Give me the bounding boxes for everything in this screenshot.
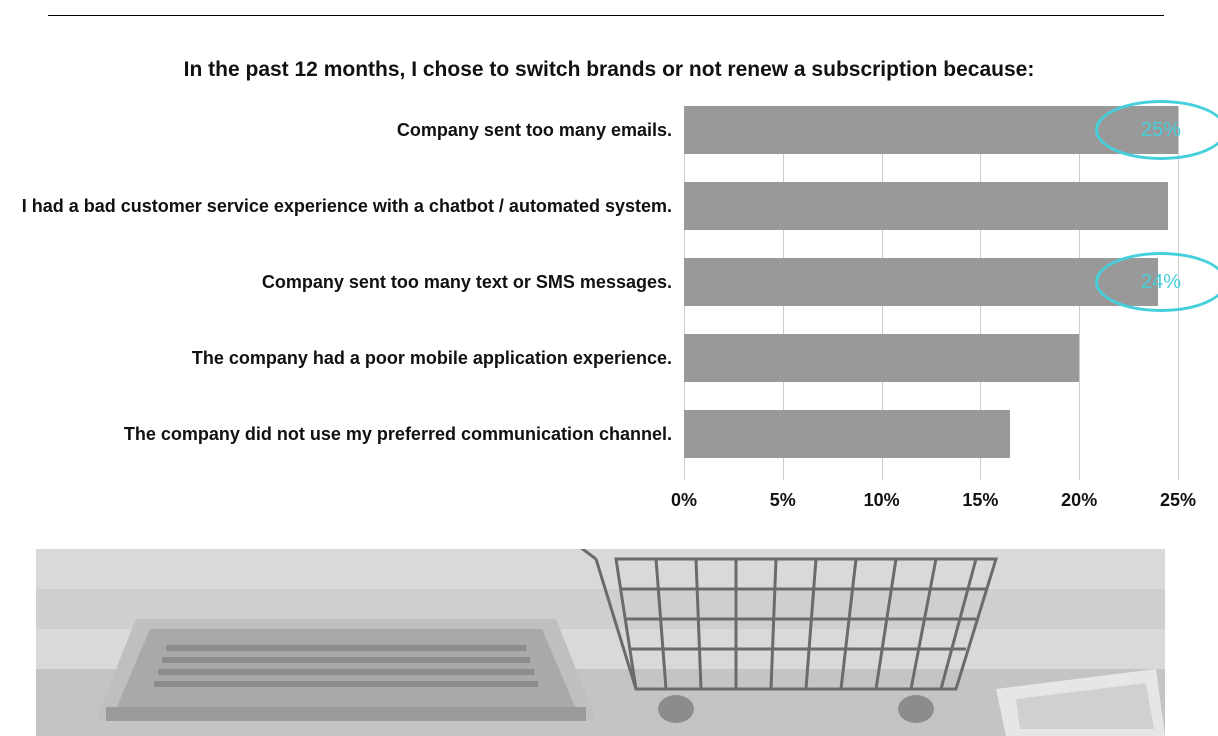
bar-label: I had a bad customer service experience … [0, 195, 684, 218]
decorative-photo [36, 549, 1165, 736]
bar [684, 410, 1010, 458]
chart-title: In the past 12 months, I chose to switch… [0, 58, 1218, 82]
page: In the past 12 months, I chose to switch… [0, 0, 1218, 736]
bar [684, 182, 1168, 230]
bar-track [684, 182, 1178, 230]
horizontal-rule [48, 15, 1164, 16]
bar-label: The company did not use my preferred com… [0, 423, 684, 446]
bar-row: I had a bad customer service experience … [0, 182, 1186, 230]
x-tick-label: 20% [1061, 490, 1097, 511]
bar-row: The company had a poor mobile applicatio… [0, 334, 1186, 382]
bar-row: Company sent too many emails. [0, 106, 1186, 154]
x-axis-labels: 0%5%10%15%20%25% [0, 490, 1186, 510]
bar-row: The company did not use my preferred com… [0, 410, 1186, 458]
bar-chart: Company sent too many emails. I had a bad… [0, 96, 1186, 506]
x-tick-label: 0% [671, 490, 697, 511]
bar [684, 258, 1158, 306]
callout-ellipse: 25% [1095, 100, 1218, 160]
bar-track [684, 334, 1178, 382]
bar-track [684, 410, 1178, 458]
x-tick-label: 5% [770, 490, 796, 511]
shopping-cart-laptop-illustration [36, 549, 1165, 736]
bar-row: Company sent too many text or SMS messag… [0, 258, 1186, 306]
x-tick-label: 15% [962, 490, 998, 511]
callout-ellipse: 24% [1095, 252, 1218, 312]
x-tick-label: 10% [864, 490, 900, 511]
bar [684, 334, 1079, 382]
x-tick-label: 25% [1160, 490, 1196, 511]
bar-label: The company had a poor mobile applicatio… [0, 347, 684, 370]
bar-label: Company sent too many emails. [0, 119, 684, 142]
bar-label: Company sent too many text or SMS messag… [0, 271, 684, 294]
